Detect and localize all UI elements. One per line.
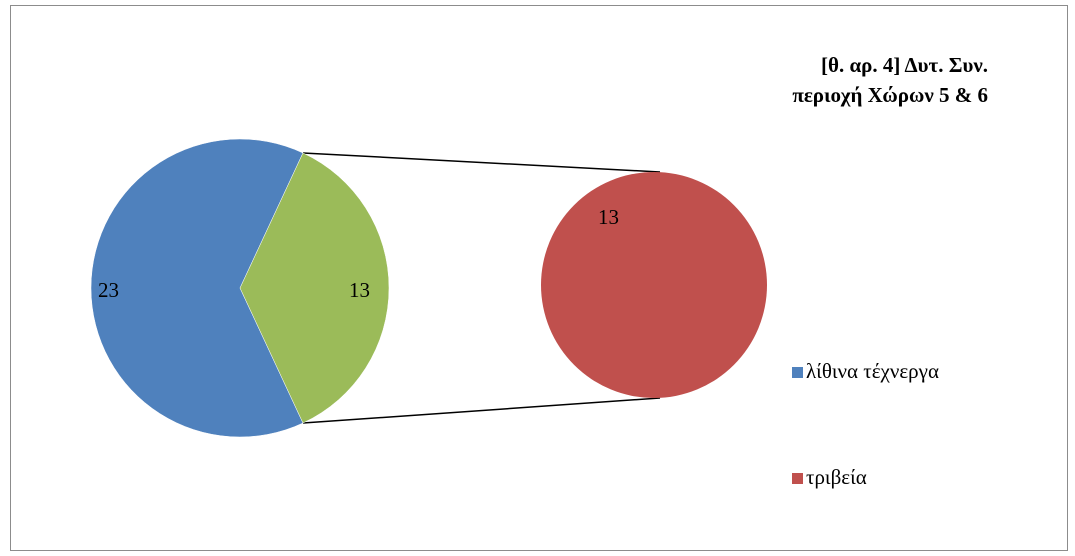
chart-title: [θ. αρ. 4] Δυτ. Συν. περιοχή Χώρων 5 & 6 bbox=[792, 50, 988, 110]
data-labels: 23 13 13 bbox=[98, 205, 619, 302]
secondary-pie bbox=[541, 172, 767, 398]
connector-line-top bbox=[302, 152, 661, 173]
data-label-secondary-slice-1: 13 bbox=[598, 205, 619, 229]
chart-title-line-1: [θ. αρ. 4] Δυτ. Συν. bbox=[820, 53, 988, 77]
connector-lines bbox=[302, 152, 661, 424]
connector-line-bottom bbox=[302, 397, 661, 424]
data-label-main-slice-1: 23 bbox=[98, 278, 119, 302]
legend-label-2: τριβεία bbox=[806, 465, 867, 489]
data-label-main-slice-2: 13 bbox=[349, 278, 370, 302]
legend-label-1: λίθινα τέχνεργα bbox=[806, 359, 939, 383]
legend-swatch-2 bbox=[792, 473, 803, 484]
main-pie bbox=[90, 138, 390, 438]
secondary-pie-slice-1 bbox=[541, 172, 767, 398]
main-pie-slice-1 bbox=[90, 138, 304, 438]
main-pie-slice-2 bbox=[239, 152, 390, 424]
legend: λίθινα τέχνεργα τριβεία bbox=[792, 359, 939, 489]
chart-title-line-2: περιοχή Χώρων 5 & 6 bbox=[792, 83, 988, 107]
legend-swatch-1 bbox=[792, 367, 803, 378]
